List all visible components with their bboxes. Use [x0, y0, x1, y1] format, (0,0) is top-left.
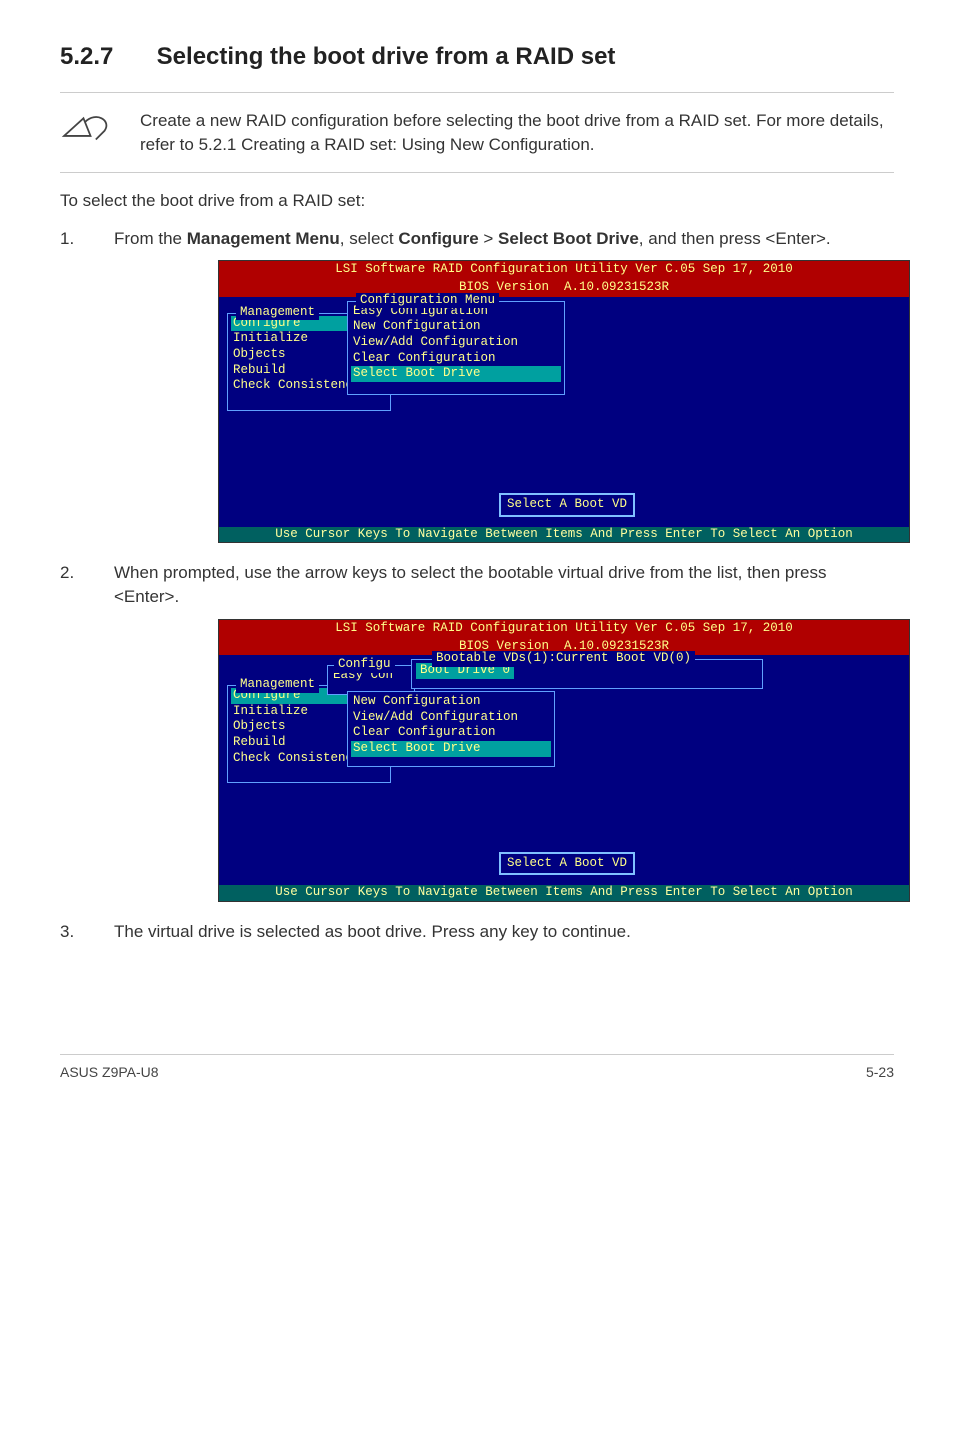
step-1: 1. From the Management Menu, select Conf…	[60, 227, 894, 251]
bios1-config-box: Configuration Menu Easy Configuration Ne…	[347, 301, 565, 395]
bios1-cfg-view-add[interactable]: View/Add Configuration	[351, 335, 561, 351]
note-block: Create a new RAID configuration before s…	[60, 109, 894, 158]
bios2-cfg-clear[interactable]: Clear Configuration	[351, 725, 551, 741]
step-1-post: , and then press <Enter>.	[639, 229, 831, 248]
bios2-bootable-box: Bootable VDs(1):Current Boot VD(0) Boot …	[411, 659, 763, 689]
intro-text: To select the boot drive from a RAID set…	[60, 189, 894, 213]
section-header: 5.2.7 Selecting the boot drive from a RA…	[60, 40, 894, 74]
step-1-bold3: Select Boot Drive	[498, 229, 639, 248]
bios1-management-label: Management	[236, 305, 319, 321]
bios1-config-label: Configuration Menu	[356, 293, 499, 309]
bios1-title: LSI Software RAID Configuration Utility …	[219, 261, 909, 279]
step-3-text: The virtual drive is selected as boot dr…	[114, 920, 894, 944]
footer-right: 5-23	[866, 1063, 894, 1083]
step-2-number: 2.	[60, 561, 114, 609]
bios2-cfg-view-add[interactable]: View/Add Configuration	[351, 710, 551, 726]
divider-below-note	[60, 172, 894, 173]
step-1-bold1: Management Menu	[187, 229, 340, 248]
divider-top	[60, 92, 894, 93]
step-1-number: 1.	[60, 227, 114, 251]
page-footer: ASUS Z9PA-U8 5-23	[60, 1054, 894, 1083]
note-text: Create a new RAID configuration before s…	[140, 109, 894, 158]
bios1-version: BIOS Version A.10.09231523R	[219, 279, 909, 297]
bios1-cfg-new[interactable]: New Configuration	[351, 319, 561, 335]
section-number: 5.2.7	[60, 40, 150, 74]
bios2-hint-bar: Use Cursor Keys To Navigate Between Item…	[219, 885, 909, 901]
bios2-bootable-label: Bootable VDs(1):Current Boot VD(0)	[432, 651, 695, 667]
step-1-bold2: Configure	[398, 229, 478, 248]
bios1-cfg-select-boot[interactable]: Select Boot Drive	[351, 366, 561, 382]
bios1-select-boot-vd-box: Select A Boot VD	[499, 493, 635, 517]
step-3-number: 3.	[60, 920, 114, 944]
step-1-pre: From the	[114, 229, 187, 248]
bios1-body: Management Configure Initialize Objects …	[219, 297, 909, 527]
bios2-config-submenu: New Configuration View/Add Configuration…	[347, 691, 555, 767]
bios2-body: Management Configure Initialize Objects …	[219, 655, 909, 885]
bios2-title: LSI Software RAID Configuration Utility …	[219, 620, 909, 638]
bios2-select-boot-vd-box: Select A Boot VD	[499, 852, 635, 876]
step-1-text: From the Management Menu, select Configu…	[114, 227, 894, 251]
bios1-cfg-clear[interactable]: Clear Configuration	[351, 351, 561, 367]
bios2-cfg-select-boot[interactable]: Select Boot Drive	[351, 741, 551, 757]
step-1-mid2: >	[479, 229, 498, 248]
bios-screenshot-1: LSI Software RAID Configuration Utility …	[218, 260, 910, 543]
bios2-cfg-new[interactable]: New Configuration	[351, 694, 551, 710]
section-title: Selecting the boot drive from a RAID set	[157, 43, 616, 70]
footer-left: ASUS Z9PA-U8	[60, 1063, 159, 1083]
bios1-hint-bar: Use Cursor Keys To Navigate Between Item…	[219, 527, 909, 543]
step-3: 3. The virtual drive is selected as boot…	[60, 920, 894, 944]
step-2: 2. When prompted, use the arrow keys to …	[60, 561, 894, 609]
step-1-mid1: , select	[340, 229, 399, 248]
note-icon	[60, 109, 140, 150]
bios2-management-label: Management	[236, 677, 319, 693]
step-2-text: When prompted, use the arrow keys to sel…	[114, 561, 894, 609]
bios-screenshot-2: LSI Software RAID Configuration Utility …	[218, 619, 910, 902]
bios2-config-partial-label: Configu	[334, 657, 395, 673]
